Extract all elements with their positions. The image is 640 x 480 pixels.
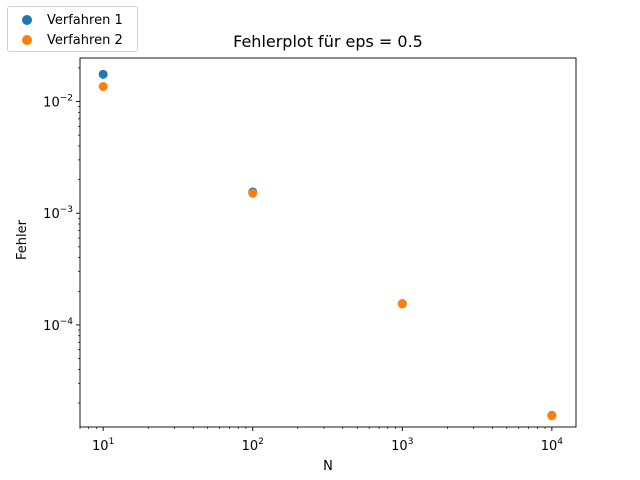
minor-ticks xyxy=(78,67,546,429)
legend-label-series-1: Verfahren 1 xyxy=(47,12,123,28)
y-tick-label: 10−4 xyxy=(43,317,73,334)
axes-frame xyxy=(79,57,577,428)
y-tick-label: 10−2 xyxy=(43,93,73,110)
chart-title: Fehlerplot für eps = 0.5 xyxy=(233,32,423,51)
x-tick-label: 101 xyxy=(92,437,114,454)
series-2-point xyxy=(98,82,108,92)
y-tick-label: 10−3 xyxy=(43,205,73,222)
legend: Verfahren 1 Verfahren 2 xyxy=(7,6,138,52)
data-points xyxy=(98,69,557,421)
series-2-point xyxy=(547,411,557,421)
major-ticks xyxy=(76,101,553,431)
legend-entry-series-1: Verfahren 1 xyxy=(8,11,123,29)
series-2-point xyxy=(397,299,407,309)
legend-entry-series-2: Verfahren 2 xyxy=(8,31,123,49)
legend-marker-series-2 xyxy=(22,35,32,45)
series-2-point xyxy=(248,188,258,198)
x-axis-label: N xyxy=(323,459,333,474)
series-1-point xyxy=(98,69,108,79)
legend-label-series-2: Verfahren 2 xyxy=(47,32,123,48)
y-axis-label: Fehler xyxy=(15,220,30,260)
legend-marker-series-1 xyxy=(22,15,32,25)
x-tick-label: 102 xyxy=(242,437,264,454)
tick-labels: 101 102 103 104 10−4 10−3 10−2 xyxy=(43,93,563,454)
x-tick-label: 103 xyxy=(391,437,413,454)
x-tick-label: 104 xyxy=(541,437,564,454)
